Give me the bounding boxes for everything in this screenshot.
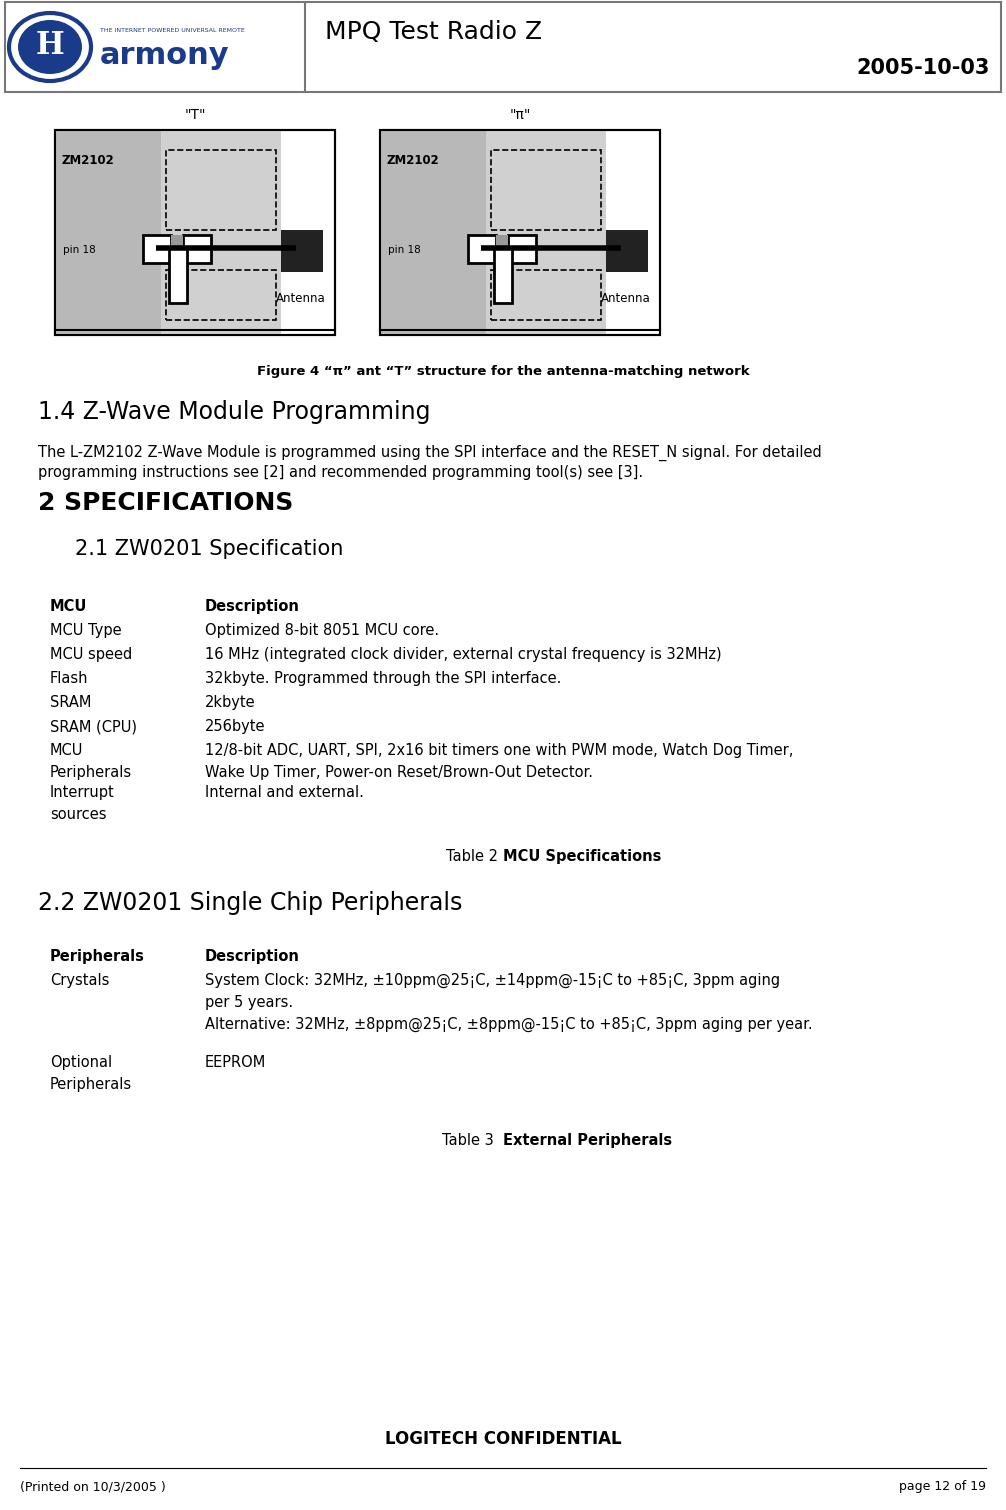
Text: 2kbyte: 2kbyte xyxy=(205,695,256,710)
Text: SRAM: SRAM xyxy=(50,695,92,710)
Ellipse shape xyxy=(18,20,82,74)
Bar xyxy=(491,270,601,320)
Bar xyxy=(169,248,187,304)
Text: 2005-10-03: 2005-10-03 xyxy=(857,57,990,79)
Text: LOGITECH CONFIDENTIAL: LOGITECH CONFIDENTIAL xyxy=(384,1430,622,1448)
Text: Table 3: Table 3 xyxy=(442,1132,503,1148)
Bar xyxy=(380,130,660,335)
Text: Flash: Flash xyxy=(50,670,89,686)
Bar xyxy=(143,236,171,263)
Text: H: H xyxy=(35,30,64,60)
Text: Antenna: Antenna xyxy=(276,291,326,305)
Text: THE INTERNET POWERED UNIVERSAL REMOTE: THE INTERNET POWERED UNIVERSAL REMOTE xyxy=(100,27,244,33)
Text: MCU
Peripherals: MCU Peripherals xyxy=(50,743,132,779)
Text: Internal and external.: Internal and external. xyxy=(205,785,364,800)
Text: (Printed on 10/3/2005 ): (Printed on 10/3/2005 ) xyxy=(20,1480,166,1493)
Bar xyxy=(55,130,335,335)
Bar xyxy=(380,130,486,335)
Bar xyxy=(486,130,606,335)
Text: programming instructions see [2] and recommended programming tool(s) see [3].: programming instructions see [2] and rec… xyxy=(38,465,643,480)
Bar xyxy=(55,130,335,335)
Text: "T": "T" xyxy=(184,109,206,122)
Text: pin 18: pin 18 xyxy=(388,245,421,255)
Text: External Peripherals: External Peripherals xyxy=(503,1132,672,1148)
Text: 16 MHz (integrated clock divider, external crystal frequency is 32MHz): 16 MHz (integrated clock divider, extern… xyxy=(205,646,721,661)
Text: 1.4 Z-Wave Module Programming: 1.4 Z-Wave Module Programming xyxy=(38,400,431,424)
Text: 2.2 ZW0201 Single Chip Peripherals: 2.2 ZW0201 Single Chip Peripherals xyxy=(38,891,463,915)
Bar xyxy=(55,130,161,335)
Bar xyxy=(166,149,276,230)
Bar xyxy=(161,130,281,335)
Bar xyxy=(171,236,183,263)
Bar xyxy=(468,236,496,263)
Text: ZM2102: ZM2102 xyxy=(62,154,115,166)
Text: MCU: MCU xyxy=(50,599,88,615)
Text: 2 SPECIFICATIONS: 2 SPECIFICATIONS xyxy=(38,491,294,515)
Bar xyxy=(491,149,601,230)
Text: System Clock: 32MHz, ±10ppm@25¡C, ±14ppm@-15¡C to +85¡C, 3ppm aging
per 5 years.: System Clock: 32MHz, ±10ppm@25¡C, ±14ppm… xyxy=(205,972,813,1031)
Bar xyxy=(281,230,323,272)
Text: MCU Specifications: MCU Specifications xyxy=(503,849,661,864)
Text: Optional
Peripherals: Optional Peripherals xyxy=(50,1055,132,1092)
Bar xyxy=(606,230,648,272)
Text: Antenna: Antenna xyxy=(601,291,651,305)
Text: The L-ZM2102 Z-Wave Module is programmed using the SPI interface and the RESET_N: The L-ZM2102 Z-Wave Module is programmed… xyxy=(38,445,822,461)
Text: ZM2102: ZM2102 xyxy=(387,154,440,166)
Bar xyxy=(508,236,536,263)
Text: Interrupt
sources: Interrupt sources xyxy=(50,785,115,821)
Text: 256byte: 256byte xyxy=(205,719,266,734)
Text: Description: Description xyxy=(205,948,300,963)
Text: pin 18: pin 18 xyxy=(63,245,96,255)
Bar xyxy=(166,270,276,320)
Bar xyxy=(5,2,1001,92)
Text: 32kbyte. Programmed through the SPI interface.: 32kbyte. Programmed through the SPI inte… xyxy=(205,670,561,686)
Text: page 12 of 19: page 12 of 19 xyxy=(899,1480,986,1493)
Bar xyxy=(496,236,508,263)
Text: Description: Description xyxy=(205,599,300,615)
Text: Figure 4 “π” ant “T” structure for the antenna-matching network: Figure 4 “π” ant “T” structure for the a… xyxy=(257,365,749,378)
Text: SRAM (CPU): SRAM (CPU) xyxy=(50,719,137,734)
Text: MCU speed: MCU speed xyxy=(50,646,132,661)
Text: Crystals: Crystals xyxy=(50,972,110,988)
Ellipse shape xyxy=(9,14,91,82)
Text: armony: armony xyxy=(100,41,229,69)
Text: MPQ Test Radio Z: MPQ Test Radio Z xyxy=(325,20,542,44)
Text: Table 2: Table 2 xyxy=(447,849,503,864)
Bar xyxy=(183,236,211,263)
Text: Peripherals: Peripherals xyxy=(50,948,145,963)
Text: EEPROM: EEPROM xyxy=(205,1055,267,1071)
Text: 12/8-bit ADC, UART, SPI, 2x16 bit timers one with PWM mode, Watch Dog Timer,
Wak: 12/8-bit ADC, UART, SPI, 2x16 bit timers… xyxy=(205,743,794,779)
Bar xyxy=(494,248,512,304)
Text: "π": "π" xyxy=(509,109,531,122)
Text: 2.1 ZW0201 Specification: 2.1 ZW0201 Specification xyxy=(75,539,343,559)
Bar xyxy=(380,130,660,335)
Text: Optimized 8-bit 8051 MCU core.: Optimized 8-bit 8051 MCU core. xyxy=(205,624,440,639)
Text: MCU Type: MCU Type xyxy=(50,624,122,639)
